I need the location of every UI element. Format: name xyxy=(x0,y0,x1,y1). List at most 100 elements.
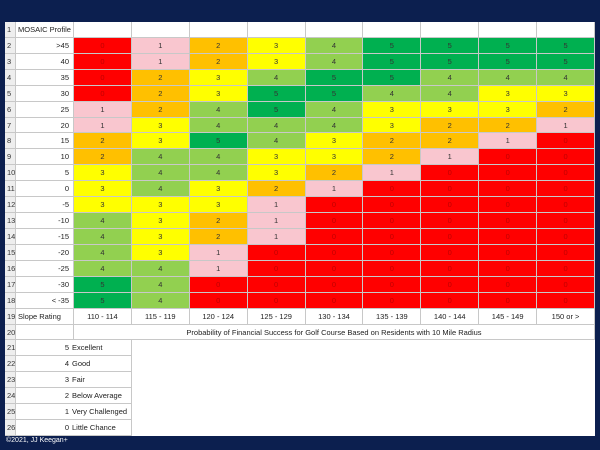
row-number: 24 xyxy=(5,388,16,405)
score-cell: 1 xyxy=(131,53,190,70)
score-cell: 1 xyxy=(479,133,538,150)
score-cell: 5 xyxy=(363,69,422,86)
slope-rating: 135 - 139 xyxy=(363,308,422,325)
score-cell: 5 xyxy=(74,276,132,293)
profile-label: -30 xyxy=(16,276,74,293)
profile-label: 10 xyxy=(16,149,74,166)
slope-rating: 115 - 119 xyxy=(131,308,190,325)
score-cell: 3 xyxy=(189,181,248,198)
slope-rating: 130 - 134 xyxy=(305,308,364,325)
score-cell: 0 xyxy=(421,197,480,214)
score-cell: 2 xyxy=(131,85,190,102)
score-cell: 1 xyxy=(421,149,480,166)
score-cell: 3 xyxy=(479,85,538,102)
footer: ©2021, JJ Keegan+ xyxy=(6,437,68,444)
row-number: 7 xyxy=(5,117,16,134)
score-cell: 2 xyxy=(189,37,248,54)
score-cell: 5 xyxy=(247,85,306,102)
score-cell: 0 xyxy=(479,213,538,229)
score-cell: 0 xyxy=(247,276,306,293)
score-cell: 4 xyxy=(421,85,480,102)
score-cell: 0 xyxy=(363,260,422,277)
score-cell: 4 xyxy=(131,260,190,277)
score-cell: 4 xyxy=(305,53,364,70)
header-label: MOSAIC Profile xyxy=(16,22,74,38)
score-cell: 3 xyxy=(247,149,306,166)
score-cell: 0 xyxy=(537,244,595,261)
score-cell: 3 xyxy=(189,197,248,214)
score-cell: 5 xyxy=(74,292,132,309)
score-cell: 4 xyxy=(189,117,248,134)
score-cell: 4 xyxy=(479,69,538,86)
score-cell: 0 xyxy=(189,276,248,293)
profile-label: -20 xyxy=(16,244,74,261)
score-cell: 5 xyxy=(421,37,480,54)
score-cell: 0 xyxy=(74,85,132,102)
empty-cell xyxy=(363,22,422,38)
score-cell: 0 xyxy=(537,181,595,198)
score-cell: 0 xyxy=(247,260,306,277)
score-cell: 0 xyxy=(537,165,595,182)
score-cell: 0 xyxy=(74,37,132,54)
score-cell: 4 xyxy=(74,213,132,229)
score-cell: 2 xyxy=(421,117,480,134)
row-number: 25 xyxy=(5,404,16,421)
score-cell: 4 xyxy=(537,69,595,86)
score-cell: 5 xyxy=(247,101,306,118)
score-cell: 0 xyxy=(479,229,538,245)
score-cell: 3 xyxy=(247,37,306,54)
profile-label: >45 xyxy=(16,37,74,54)
score-cell: 0 xyxy=(421,229,480,245)
score-cell: 4 xyxy=(131,181,190,198)
score-cell: 0 xyxy=(537,133,595,150)
score-cell: 2 xyxy=(74,149,132,166)
empty-cell xyxy=(16,324,74,341)
score-cell: 4 xyxy=(363,85,422,102)
score-cell: 2 xyxy=(131,69,190,86)
score-cell: 2 xyxy=(363,133,422,150)
score-cell: 0 xyxy=(363,197,422,214)
empty-cell xyxy=(189,22,248,38)
row-number: 10 xyxy=(5,165,16,182)
score-cell: 1 xyxy=(189,244,248,261)
score-cell: 0 xyxy=(305,229,364,245)
score-cell: 4 xyxy=(131,165,190,182)
score-cell: 0 xyxy=(537,276,595,293)
score-cell: 4 xyxy=(247,133,306,150)
score-cell: 0 xyxy=(479,165,538,182)
score-cell: 3 xyxy=(305,133,364,150)
row-number: 17 xyxy=(5,276,16,293)
score-cell: 1 xyxy=(74,117,132,134)
score-cell: 3 xyxy=(247,165,306,182)
profile-label: 40 xyxy=(16,53,74,70)
score-cell: 0 xyxy=(363,292,422,309)
caption: Probability of Financial Success for Gol… xyxy=(74,324,595,341)
score-cell: 0 xyxy=(421,276,480,293)
score-cell: 4 xyxy=(131,149,190,166)
legend-score: 5 xyxy=(64,343,69,353)
profile-label: 35 xyxy=(16,69,74,86)
score-cell: 1 xyxy=(247,229,306,245)
score-cell: 4 xyxy=(305,117,364,134)
score-cell: 5 xyxy=(363,53,422,70)
row-number: 20 xyxy=(5,324,16,341)
profile-label: 30 xyxy=(16,85,74,102)
empty-cell xyxy=(305,22,364,38)
slope-rating: 125 - 129 xyxy=(247,308,306,325)
score-cell: 5 xyxy=(305,85,364,102)
score-cell: 2 xyxy=(247,181,306,198)
row-number: 12 xyxy=(5,197,16,214)
score-cell: 4 xyxy=(305,101,364,118)
profile-label: 15 xyxy=(16,133,74,150)
score-cell: 4 xyxy=(305,37,364,54)
row-number: 16 xyxy=(5,260,16,277)
empty-cell xyxy=(421,22,480,38)
score-cell: 2 xyxy=(189,53,248,70)
score-cell: 0 xyxy=(421,165,480,182)
legend-row: 5 Excellent xyxy=(16,340,132,357)
score-cell: 0 xyxy=(479,149,538,166)
score-cell: 3 xyxy=(363,101,422,118)
score-cell: 5 xyxy=(189,133,248,150)
profile-label: -5 xyxy=(16,197,74,214)
